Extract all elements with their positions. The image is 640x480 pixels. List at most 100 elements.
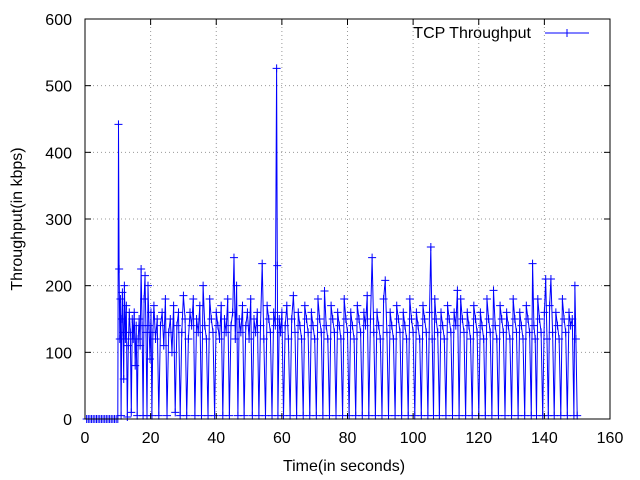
data-point-marker (551, 308, 560, 317)
legend-marker-sample (563, 29, 571, 37)
data-point-marker (354, 315, 363, 323)
data-point-marker (394, 315, 403, 323)
data-point-marker (287, 315, 296, 323)
data-point-marker (537, 328, 546, 337)
data-point-marker (123, 413, 132, 421)
data-point-marker (208, 328, 217, 337)
data-point-marker (258, 259, 267, 268)
data-point-marker (259, 335, 268, 343)
data-point-marker (202, 335, 211, 343)
y-tick-label: 200 (45, 279, 72, 296)
legend-label: TCP Throughput (413, 25, 531, 42)
data-point-marker (138, 321, 147, 330)
data-point-marker (309, 321, 318, 330)
data-point-marker (399, 308, 408, 317)
data-point-marker (322, 321, 331, 330)
data-point-marker (205, 295, 214, 303)
data-point-marker (144, 281, 152, 290)
data-point-marker (263, 301, 272, 310)
y-tick-label: 100 (45, 345, 72, 362)
data-point-marker (560, 315, 569, 323)
y-axis-ticks: 0 100 200 300 400 500 600 (45, 12, 610, 429)
data-point-marker (445, 315, 454, 323)
data-point-marker (504, 321, 513, 330)
data-point-marker (232, 281, 241, 290)
x-tick-label: 140 (531, 430, 558, 447)
data-point-marker (117, 315, 126, 323)
data-point-marker (496, 301, 505, 310)
data-point-marker (148, 328, 157, 337)
data-point-marker (167, 348, 176, 357)
data-point-marker (545, 301, 554, 310)
grid-lines (85, 19, 610, 419)
data-point-marker (528, 259, 537, 268)
data-point-marker (302, 315, 311, 323)
data-point-marker (289, 291, 298, 300)
data-point-marker (363, 291, 372, 300)
data-point-marker (172, 321, 181, 330)
data-point-marker (154, 411, 163, 420)
data-point-marker (479, 335, 488, 343)
data-point-marker (463, 308, 472, 317)
data-point-marker (118, 288, 127, 297)
data-point-marker (376, 335, 385, 343)
data-point-marker (522, 301, 531, 310)
data-point-marker (348, 321, 357, 330)
data-point-marker (459, 328, 468, 337)
data-point-marker (335, 321, 344, 330)
data-point-marker (571, 335, 580, 343)
data-point-marker (346, 308, 355, 317)
data-point-marker (266, 328, 275, 337)
data-point-marker (512, 328, 521, 337)
data-point-marker (333, 308, 342, 317)
data-point-marker (213, 321, 222, 330)
x-tick-label: 100 (400, 430, 427, 447)
data-point-marker (228, 308, 237, 317)
data-point-marker (373, 308, 382, 317)
data-point-marker (223, 295, 232, 303)
data-point-marker (122, 301, 131, 310)
data-point-marker (294, 308, 303, 317)
data-point-marker (525, 328, 534, 337)
data-point-marker (418, 301, 427, 310)
data-point-marker (281, 321, 290, 330)
data-point-marker (502, 308, 511, 317)
data-point-marker (328, 315, 337, 323)
data-point-marker (140, 295, 149, 303)
data-point-marker (386, 308, 395, 317)
x-tick-label: 160 (597, 430, 624, 447)
data-point-marker (402, 335, 411, 343)
data-point-marker (540, 308, 549, 317)
data-point-marker (433, 328, 442, 337)
data-point-marker (146, 308, 155, 317)
data-point-marker (114, 120, 123, 129)
data-point-marker (297, 335, 306, 343)
data-point-marker (195, 301, 204, 310)
data-point-marker (515, 308, 524, 317)
data-point-marker (179, 291, 188, 300)
data-point-marker (425, 308, 434, 317)
x-tick-label: 60 (273, 430, 291, 447)
data-point-marker (212, 308, 221, 317)
data-point-marker (135, 315, 144, 323)
data-point-marker (359, 308, 368, 317)
data-point-marker (271, 321, 280, 330)
x-axis-ticks: 0 20 40 60 80 100 120 140 160 (81, 19, 624, 447)
data-point-marker (531, 335, 540, 343)
data-point-marker (409, 328, 418, 337)
data-point-marker (264, 315, 273, 323)
data-point-marker (151, 335, 160, 343)
data-point-marker (366, 315, 375, 323)
data-point-marker (509, 295, 518, 303)
data-point-marker (482, 295, 491, 303)
data-point-marker (207, 315, 216, 323)
data-point-marker (120, 281, 129, 290)
data-point-marker (336, 335, 345, 343)
data-point-marker (523, 315, 532, 323)
data-point-marker (484, 315, 493, 323)
data-point-marker (350, 335, 359, 343)
data-point-marker (295, 321, 304, 330)
data-point-marker (533, 295, 542, 303)
data-point-marker (566, 321, 575, 330)
